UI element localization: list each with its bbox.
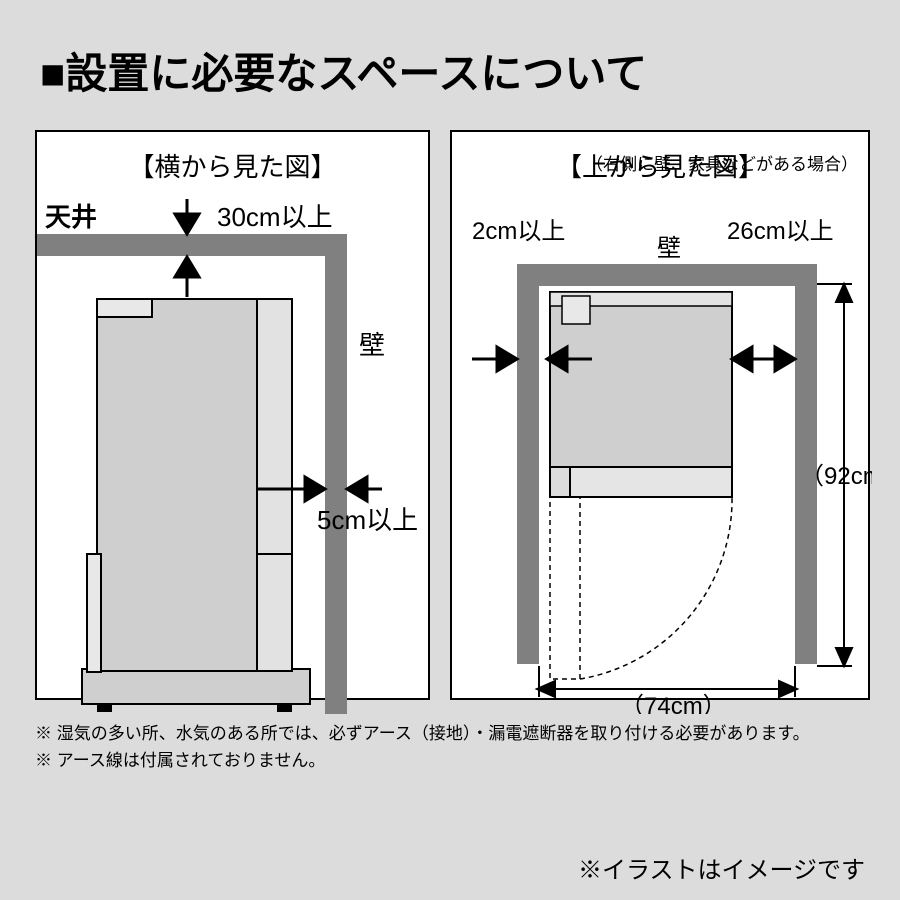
notes: ※ 湿気の多い所、水気のある所では、必ずアース（接地）・漏電遮断器を取り付ける必… bbox=[35, 720, 810, 774]
top-view-panel: 【上から見た図】 （右側に壁、家具などがある場合） 壁 bbox=[450, 130, 870, 700]
page-title: ■設置に必要なスペースについて bbox=[40, 40, 647, 101]
top-view-subtitle: （右側に壁、家具などがある場合） bbox=[586, 150, 858, 175]
fridge-top bbox=[550, 292, 732, 679]
fridge-side bbox=[82, 299, 310, 712]
right-gap-arrows bbox=[732, 347, 795, 371]
wall-label-right: 壁 bbox=[657, 235, 681, 262]
wall-label-left: 壁 bbox=[359, 330, 385, 360]
left-gap-label: 2cm以上 bbox=[472, 218, 565, 245]
width-label: （74cm） bbox=[620, 693, 727, 714]
side-view-diagram: 天井 壁 bbox=[37, 184, 432, 714]
side-view-title: 【横から見た図】 bbox=[37, 147, 428, 184]
side-gap-label: 5cm以上 bbox=[317, 505, 418, 535]
side-view-panel: 【横から見た図】 天井 壁 bbox=[35, 130, 430, 700]
ceiling-label: 天井 bbox=[45, 202, 97, 232]
note-1: ※ 湿気の多い所、水気のある所では、必ずアース（接地）・漏電遮断器を取り付ける必… bbox=[35, 720, 810, 747]
note-2: ※ アース線は付属されておりません。 bbox=[35, 747, 810, 774]
right-gap-label: 26cm以上 bbox=[727, 218, 834, 245]
height-label: （92cm） bbox=[800, 463, 872, 490]
top-gap-label: 30cm以上 bbox=[217, 202, 333, 232]
footer-note: ※イラストはイメージです bbox=[578, 850, 865, 885]
top-view-diagram: 壁 bbox=[452, 184, 872, 714]
